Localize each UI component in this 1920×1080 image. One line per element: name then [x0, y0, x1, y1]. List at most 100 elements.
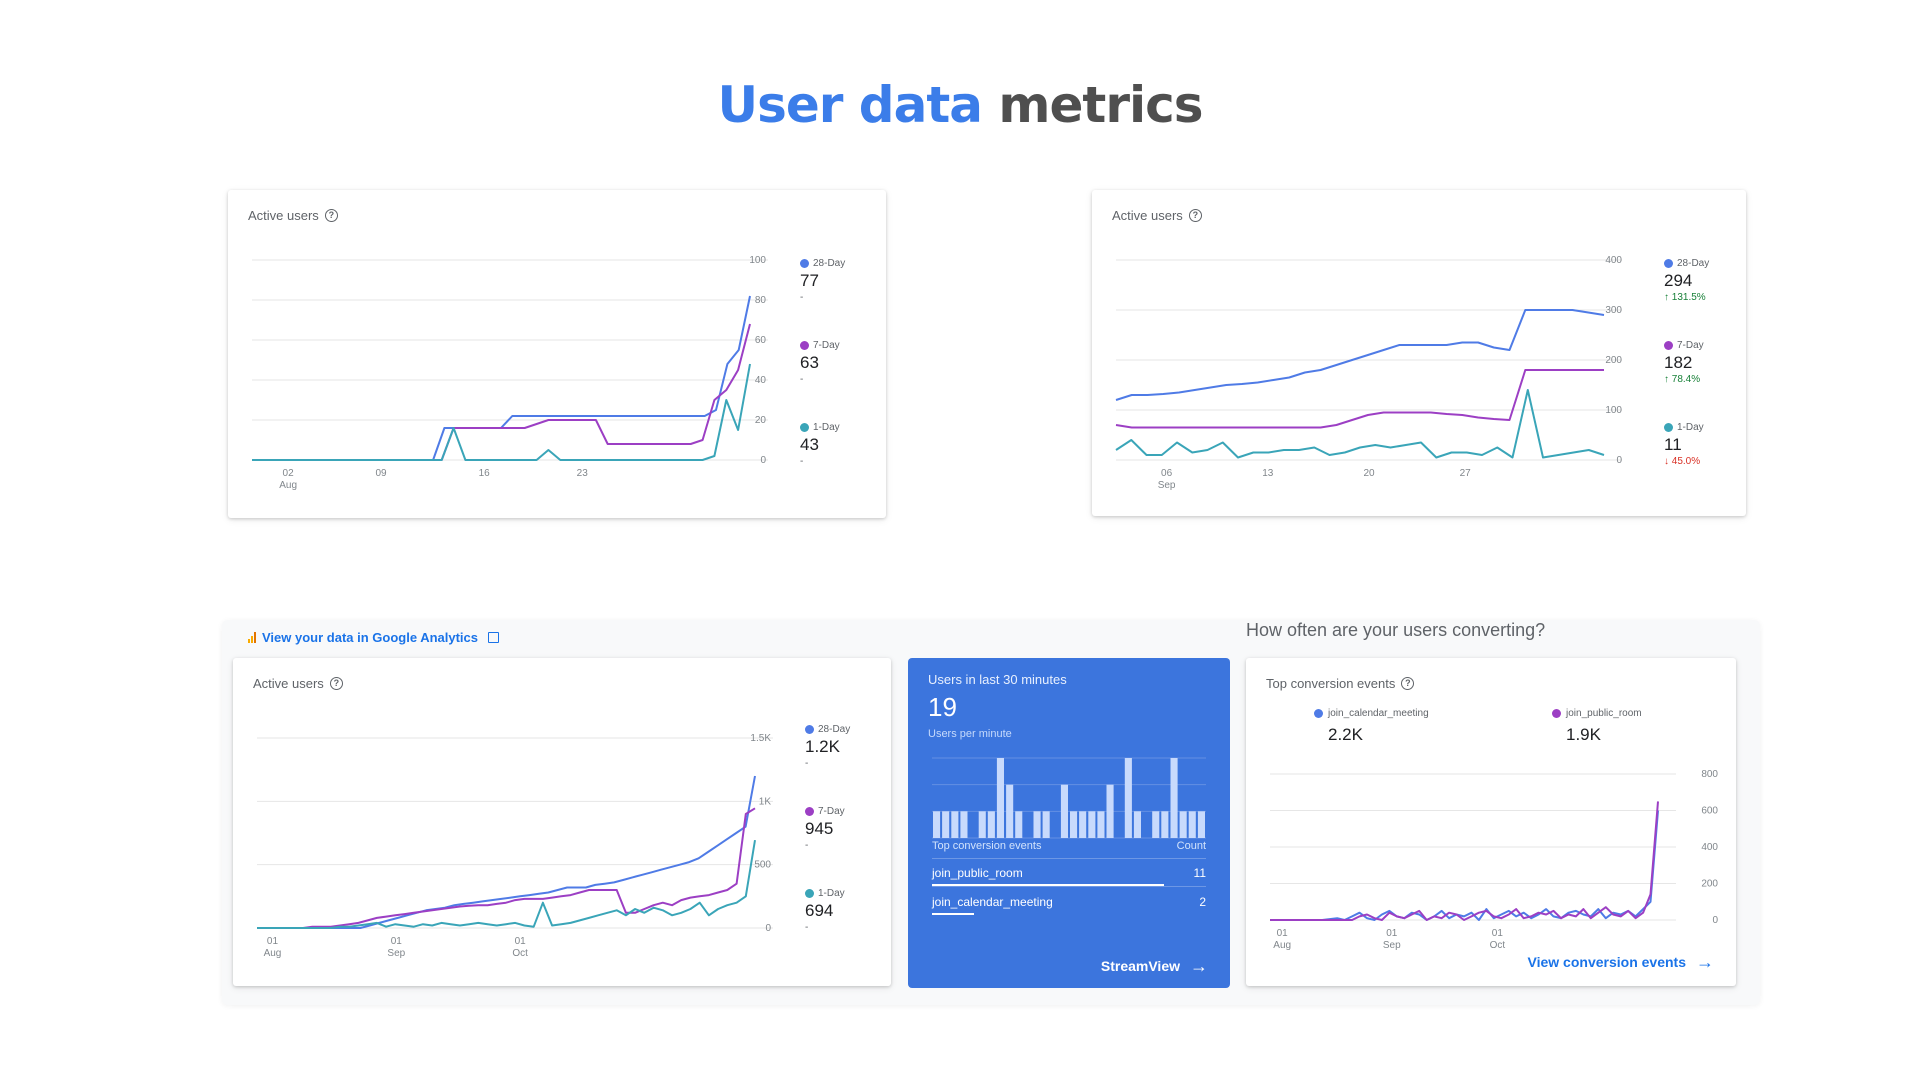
minute-bar — [1015, 811, 1023, 838]
table-header-events: Top conversion events — [932, 840, 1042, 852]
minute-bar — [1197, 811, 1205, 838]
legend-label: 7-Day — [800, 340, 880, 351]
legend-item: 1-Day 43 - — [800, 422, 880, 467]
realtime-subtitle: Users per minute — [928, 728, 1012, 740]
minute-bar — [1088, 811, 1096, 838]
row-divider — [932, 886, 1206, 887]
y-tick-label: 500 — [754, 860, 771, 871]
legend-item: 7-Day 182 ↑ 78.4% — [1664, 340, 1744, 385]
table-row[interactable]: join_public_room 11 — [932, 866, 1206, 880]
series-line-join-calendar-meeting — [1270, 810, 1659, 921]
minute-bar — [942, 811, 950, 838]
x-tick-month: Aug — [1273, 940, 1291, 951]
series-line-7-day — [1115, 369, 1604, 429]
x-tick-label: 01 — [1386, 928, 1398, 939]
help-circle-icon[interactable]: ? — [1188, 209, 1202, 222]
x-tick-label: 01 — [391, 936, 403, 947]
series-line-1-day — [257, 839, 756, 929]
view-conversion-events-link[interactable]: View conversion events → — [1528, 953, 1714, 971]
page-title-accent: User data — [717, 76, 983, 134]
series-dot-icon — [1552, 709, 1561, 718]
legend-value: 694 — [805, 901, 834, 920]
x-tick-month: Sep — [1158, 480, 1176, 491]
legend-item: 7-Day 945 - — [805, 806, 885, 851]
x-tick-month: Sep — [1383, 940, 1401, 951]
legend-delta: - — [805, 840, 809, 851]
y-tick-label: 100 — [1605, 405, 1622, 416]
card-title-text: Active users — [253, 676, 324, 691]
legend-dot-icon — [805, 725, 814, 734]
card-title-text: Active users — [1112, 208, 1183, 223]
y-tick-label: 200 — [1701, 879, 1718, 890]
x-tick-label: 13 — [1262, 468, 1274, 479]
y-tick-label: 400 — [1701, 842, 1718, 853]
x-tick-label: 01 — [515, 936, 527, 947]
external-link-icon[interactable] — [488, 632, 499, 643]
series-line-7-day — [257, 807, 756, 929]
minute-bar — [1152, 811, 1160, 838]
table-header-count: Count — [1176, 840, 1206, 852]
legend-delta: ↑ 78.4% — [1664, 374, 1701, 385]
minute-bar — [1006, 784, 1014, 838]
x-tick-label: 20 — [1363, 468, 1375, 479]
x-tick-month: Aug — [279, 480, 297, 491]
legend-item: 28-Day 77 - — [800, 258, 880, 303]
help-circle-icon[interactable]: ? — [329, 677, 343, 690]
minute-bar — [987, 811, 995, 838]
minute-bar — [1079, 811, 1087, 838]
realtime-title: Users in last 30 minutes — [928, 672, 1067, 687]
series-name: join_public_room — [1566, 708, 1642, 719]
y-tick-label: 0 — [765, 923, 771, 934]
event-bar — [932, 913, 974, 915]
legend-dot-icon — [800, 423, 809, 432]
active-users-card-quarter: Active users ? 1.5K 1K 500 0 01 Aug 01 Sep 01 Oct… — [233, 658, 891, 986]
legend-label: 7-Day — [1664, 340, 1744, 351]
x-tick-label: 23 — [577, 468, 589, 479]
event-name: join_calendar_meeting — [932, 895, 1053, 909]
y-tick-label: 300 — [1605, 305, 1622, 316]
y-tick-label: 1.5K — [750, 733, 771, 744]
ga-link[interactable]: View your data in Google Analytics — [248, 630, 499, 645]
legend-delta: - — [805, 758, 809, 769]
legend-dot-icon — [800, 259, 809, 268]
card-title: Active users ? — [248, 208, 338, 223]
series-dot-icon — [1314, 709, 1323, 718]
streamview-text: StreamView — [1100, 958, 1180, 974]
series-name: join_calendar_meeting — [1328, 708, 1429, 719]
legend-value: 43 — [800, 435, 819, 454]
legend-label-text: 1-Day — [1677, 422, 1704, 433]
minute-bar — [1097, 811, 1105, 838]
legend-delta: ↓ 45.0% — [1664, 456, 1701, 467]
legend-label: 28-Day — [805, 724, 885, 735]
legend-item: 28-Day 1.2K - — [805, 724, 885, 769]
x-tick-label: 27 — [1460, 468, 1472, 479]
streamview-link[interactable]: StreamView → — [1100, 957, 1208, 975]
realtime-value: 19 — [928, 692, 957, 722]
legend-value: 182 — [1664, 353, 1693, 372]
page-title: User data metrics — [0, 76, 1920, 134]
minute-bar — [1124, 758, 1132, 838]
legend-label-text: 7-Day — [813, 340, 840, 351]
series-line-28-day — [252, 295, 751, 461]
legend-label: 7-Day — [805, 806, 885, 817]
legend-dot-icon — [1664, 259, 1673, 268]
ga-link-text[interactable]: View your data in Google Analytics — [262, 630, 478, 645]
legend-value: 63 — [800, 353, 819, 372]
legend-label-text: 1-Day — [813, 422, 840, 433]
series-line-28-day — [1115, 309, 1605, 401]
help-circle-icon[interactable]: ? — [324, 209, 338, 222]
legend-dot-icon — [805, 889, 814, 898]
y-tick-label: 20 — [755, 415, 767, 426]
legend-dot-icon — [800, 341, 809, 350]
x-tick-month: Aug — [264, 948, 282, 959]
table-row[interactable]: join_calendar_meeting 2 — [932, 895, 1206, 909]
y-tick-label: 0 — [1616, 455, 1622, 466]
x-tick-label: 02 — [283, 468, 295, 479]
series-line-28-day — [257, 775, 756, 929]
legend-label: 1-Day — [1664, 422, 1744, 433]
help-circle-icon[interactable]: ? — [1401, 677, 1415, 690]
series-line-7-day — [252, 323, 751, 461]
realtime-table-header: Top conversion events Count — [932, 840, 1206, 859]
